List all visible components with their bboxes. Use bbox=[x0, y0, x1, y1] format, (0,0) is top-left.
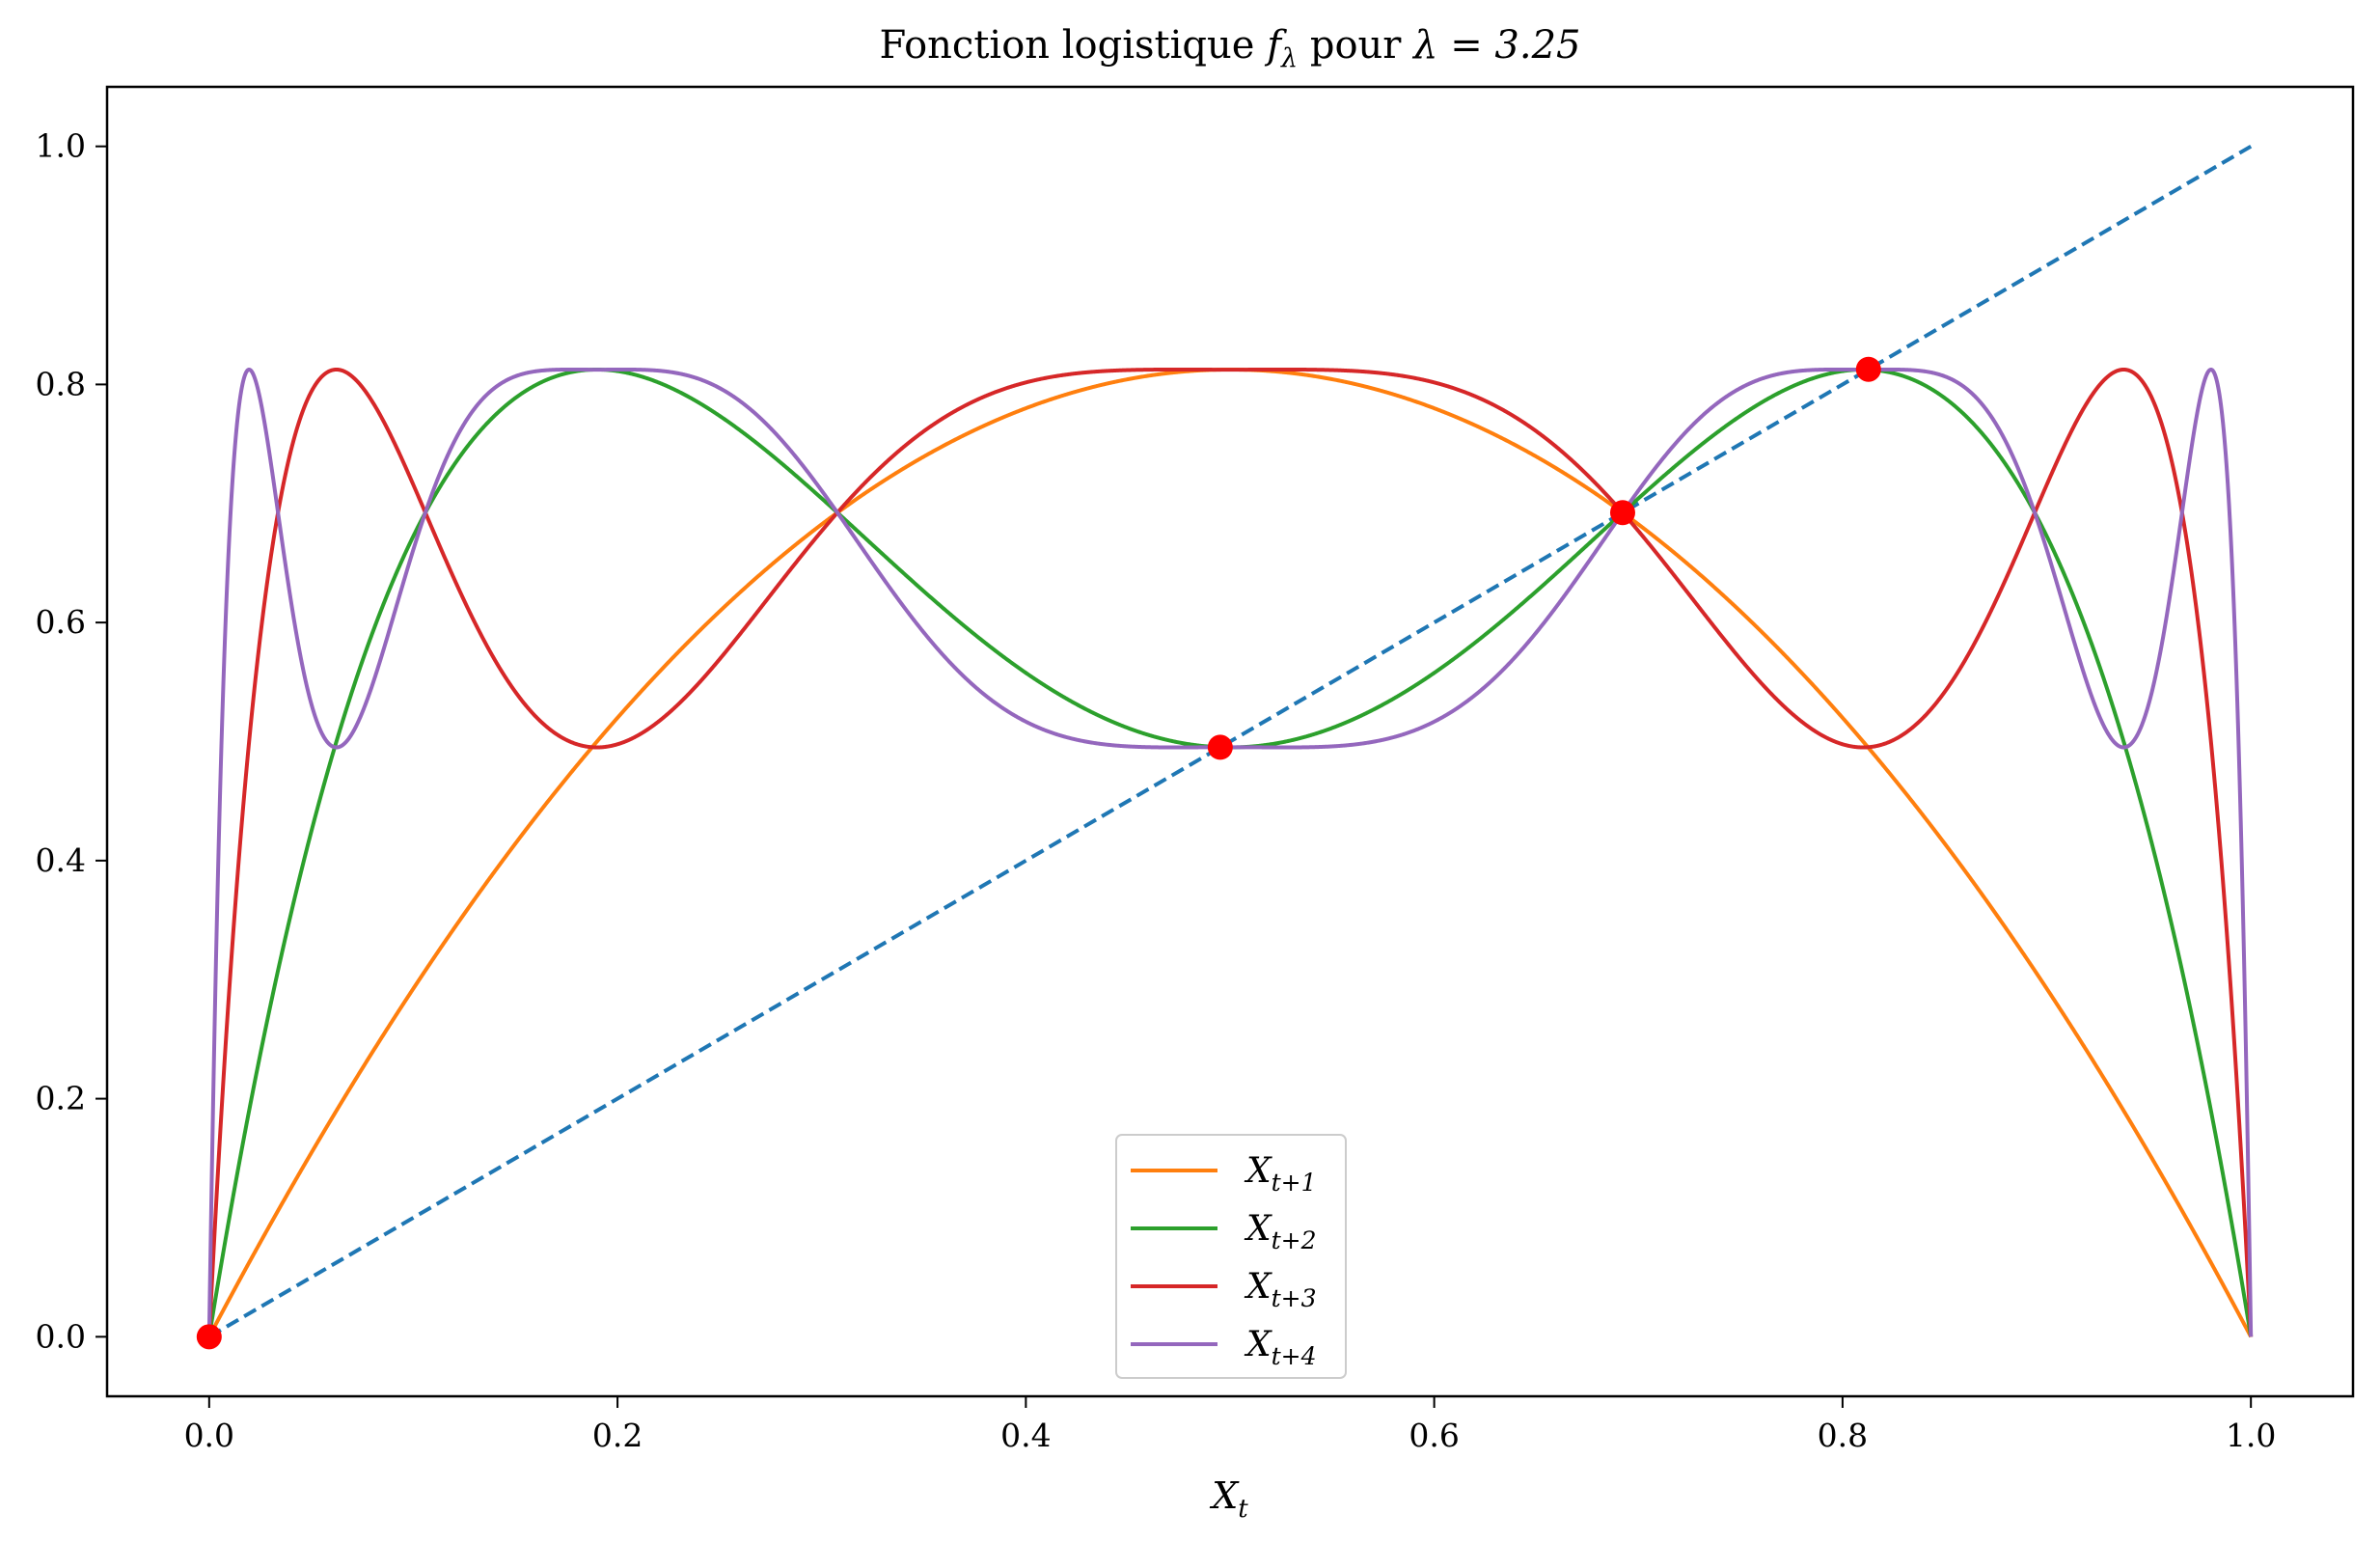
legend: Xt+1 Xt+2 Xt+3 Xt+4 bbox=[1115, 1134, 1347, 1379]
x-tick-label: 0.0 bbox=[184, 1417, 234, 1454]
y-tick-label: 0.8 bbox=[36, 365, 86, 402]
fixed-point-marker bbox=[196, 1324, 222, 1350]
legend-label: Xt+4 bbox=[1244, 1325, 1317, 1370]
legend-label: Xt+3 bbox=[1244, 1267, 1317, 1312]
legend-box bbox=[1115, 1134, 1347, 1379]
legend-label: Xt+1 bbox=[1244, 1151, 1317, 1197]
fixed-point-marker bbox=[1855, 356, 1881, 382]
y-tick-label: 0.2 bbox=[36, 1080, 86, 1117]
series-line-x-t-plus-3 bbox=[206, 367, 2254, 1337]
x-tick-label: 0.4 bbox=[1000, 1417, 1051, 1454]
x-axis-label: Xt bbox=[1209, 1474, 1248, 1524]
chart-title: Fonction logistique fλ pour λ = 3.25 bbox=[880, 23, 1581, 73]
y-axis: 0.0 0.2 0.4 0.6 0.8 1.0 bbox=[36, 127, 107, 1355]
x-tick-label: 1.0 bbox=[2226, 1417, 2276, 1454]
axes-frame bbox=[105, 85, 2355, 1398]
fixed-point-marker bbox=[1207, 734, 1233, 760]
x-tick-label: 0.8 bbox=[1818, 1417, 1868, 1454]
fixed-points bbox=[196, 356, 1881, 1350]
x-tick-label: 0.2 bbox=[592, 1417, 643, 1454]
y-tick-label: 0.0 bbox=[36, 1317, 86, 1355]
fixed-point-marker bbox=[1609, 500, 1635, 526]
y-tick-label: 0.6 bbox=[36, 603, 86, 641]
y-tick-label: 1.0 bbox=[36, 127, 86, 165]
y-tick-label: 0.4 bbox=[36, 841, 86, 879]
legend-label: Xt+2 bbox=[1244, 1209, 1317, 1254]
x-axis: 0.0 0.2 0.4 0.6 0.8 1.0 bbox=[184, 1396, 2276, 1454]
x-tick-label: 0.6 bbox=[1409, 1417, 1459, 1454]
